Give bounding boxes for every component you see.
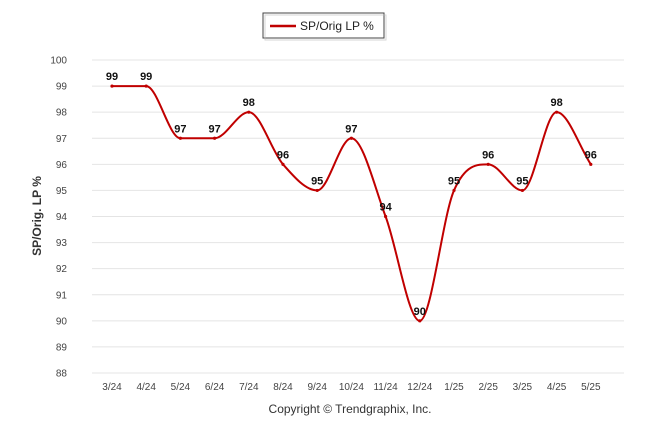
- data-point: [247, 110, 251, 114]
- x-tick-label: 11/24: [373, 382, 398, 393]
- y-tick-label: 95: [56, 186, 68, 197]
- x-tick-label: 4/24: [136, 382, 156, 393]
- data-label: 97: [345, 123, 357, 135]
- data-label: 96: [482, 149, 494, 161]
- data-label: 97: [174, 123, 186, 135]
- legend-shadow: [264, 14, 387, 41]
- data-label: 97: [208, 123, 220, 135]
- data-point: [315, 188, 319, 193]
- y-tick-label: 91: [56, 290, 68, 301]
- data-label: 95: [311, 175, 323, 187]
- y-tick-label: 90: [56, 316, 68, 327]
- x-axis: 3/24 4/24 5/24 6/24 7/24 8/24 9/24 10/24 11/24 12…: [102, 382, 601, 393]
- y-tick-label: 92: [56, 264, 68, 275]
- x-tick-label: 2/25: [478, 382, 498, 393]
- x-tick-label: 6/24: [205, 382, 225, 393]
- y-tick-label: 97: [56, 134, 68, 145]
- gridlines: [92, 59, 624, 374]
- y-axis: 88 89 90 91 92 93 94 95 96 97 98 99 100: [50, 56, 67, 380]
- data-point: [144, 84, 148, 88]
- data-label: 94: [379, 202, 392, 214]
- x-tick-label: 9/24: [307, 382, 327, 393]
- data-point: [349, 136, 353, 140]
- data-label: 95: [516, 175, 528, 187]
- legend-series-label: SP/Orig LP %: [300, 19, 374, 33]
- x-tick-label: 8/24: [273, 382, 293, 393]
- y-tick-label: 99: [56, 82, 68, 93]
- data-label: 98: [243, 97, 255, 109]
- x-tick-label: 1/25: [444, 382, 464, 393]
- data-point: [520, 188, 525, 193]
- y-tick-label: 88: [56, 369, 68, 380]
- legend: SP/Orig LP %: [262, 12, 387, 41]
- y-tick-label: 94: [56, 212, 68, 223]
- data-label: 98: [550, 97, 562, 109]
- series-line: [112, 85, 592, 322]
- data-point: [418, 319, 422, 323]
- data-point: [178, 136, 182, 140]
- data-label: 90: [414, 306, 426, 318]
- x-tick-label: 5/25: [581, 382, 601, 393]
- y-tick-label: 96: [56, 160, 68, 171]
- data-point: [384, 214, 388, 219]
- y-tick-label: 98: [56, 108, 68, 119]
- y-axis-title: SP/Orig. LP %: [30, 176, 44, 256]
- y-tick-label: 89: [56, 342, 68, 353]
- copyright-footer: Copyright © Trendgraphix, Inc.: [269, 402, 432, 416]
- x-tick-label: 3/24: [102, 382, 122, 393]
- data-label: 96: [277, 149, 289, 161]
- data-point: [110, 84, 114, 88]
- data-point: [213, 136, 217, 140]
- data-point: [281, 162, 285, 166]
- x-tick-label: 10/24: [339, 382, 364, 393]
- data-point: [555, 110, 559, 114]
- x-tick-label: 12/24: [407, 382, 432, 393]
- data-label: 96: [585, 149, 597, 161]
- data-point: [589, 162, 593, 166]
- series-layer: [110, 84, 593, 323]
- x-tick-label: 5/24: [171, 382, 191, 393]
- data-label: 99: [106, 71, 118, 83]
- x-tick-label: 7/24: [239, 382, 259, 393]
- x-tick-label: 4/25: [547, 382, 567, 393]
- data-point: [486, 162, 490, 166]
- y-tick-label: 100: [50, 56, 67, 67]
- data-label: 95: [448, 175, 460, 187]
- data-point: [452, 188, 456, 193]
- y-tick-label: 93: [56, 238, 68, 249]
- data-label: 99: [140, 71, 152, 83]
- data-labels: 99 99 97 97 98 96 95 97 94 90 95 96 95 98 96: [106, 71, 597, 318]
- x-tick-label: 3/25: [513, 382, 533, 393]
